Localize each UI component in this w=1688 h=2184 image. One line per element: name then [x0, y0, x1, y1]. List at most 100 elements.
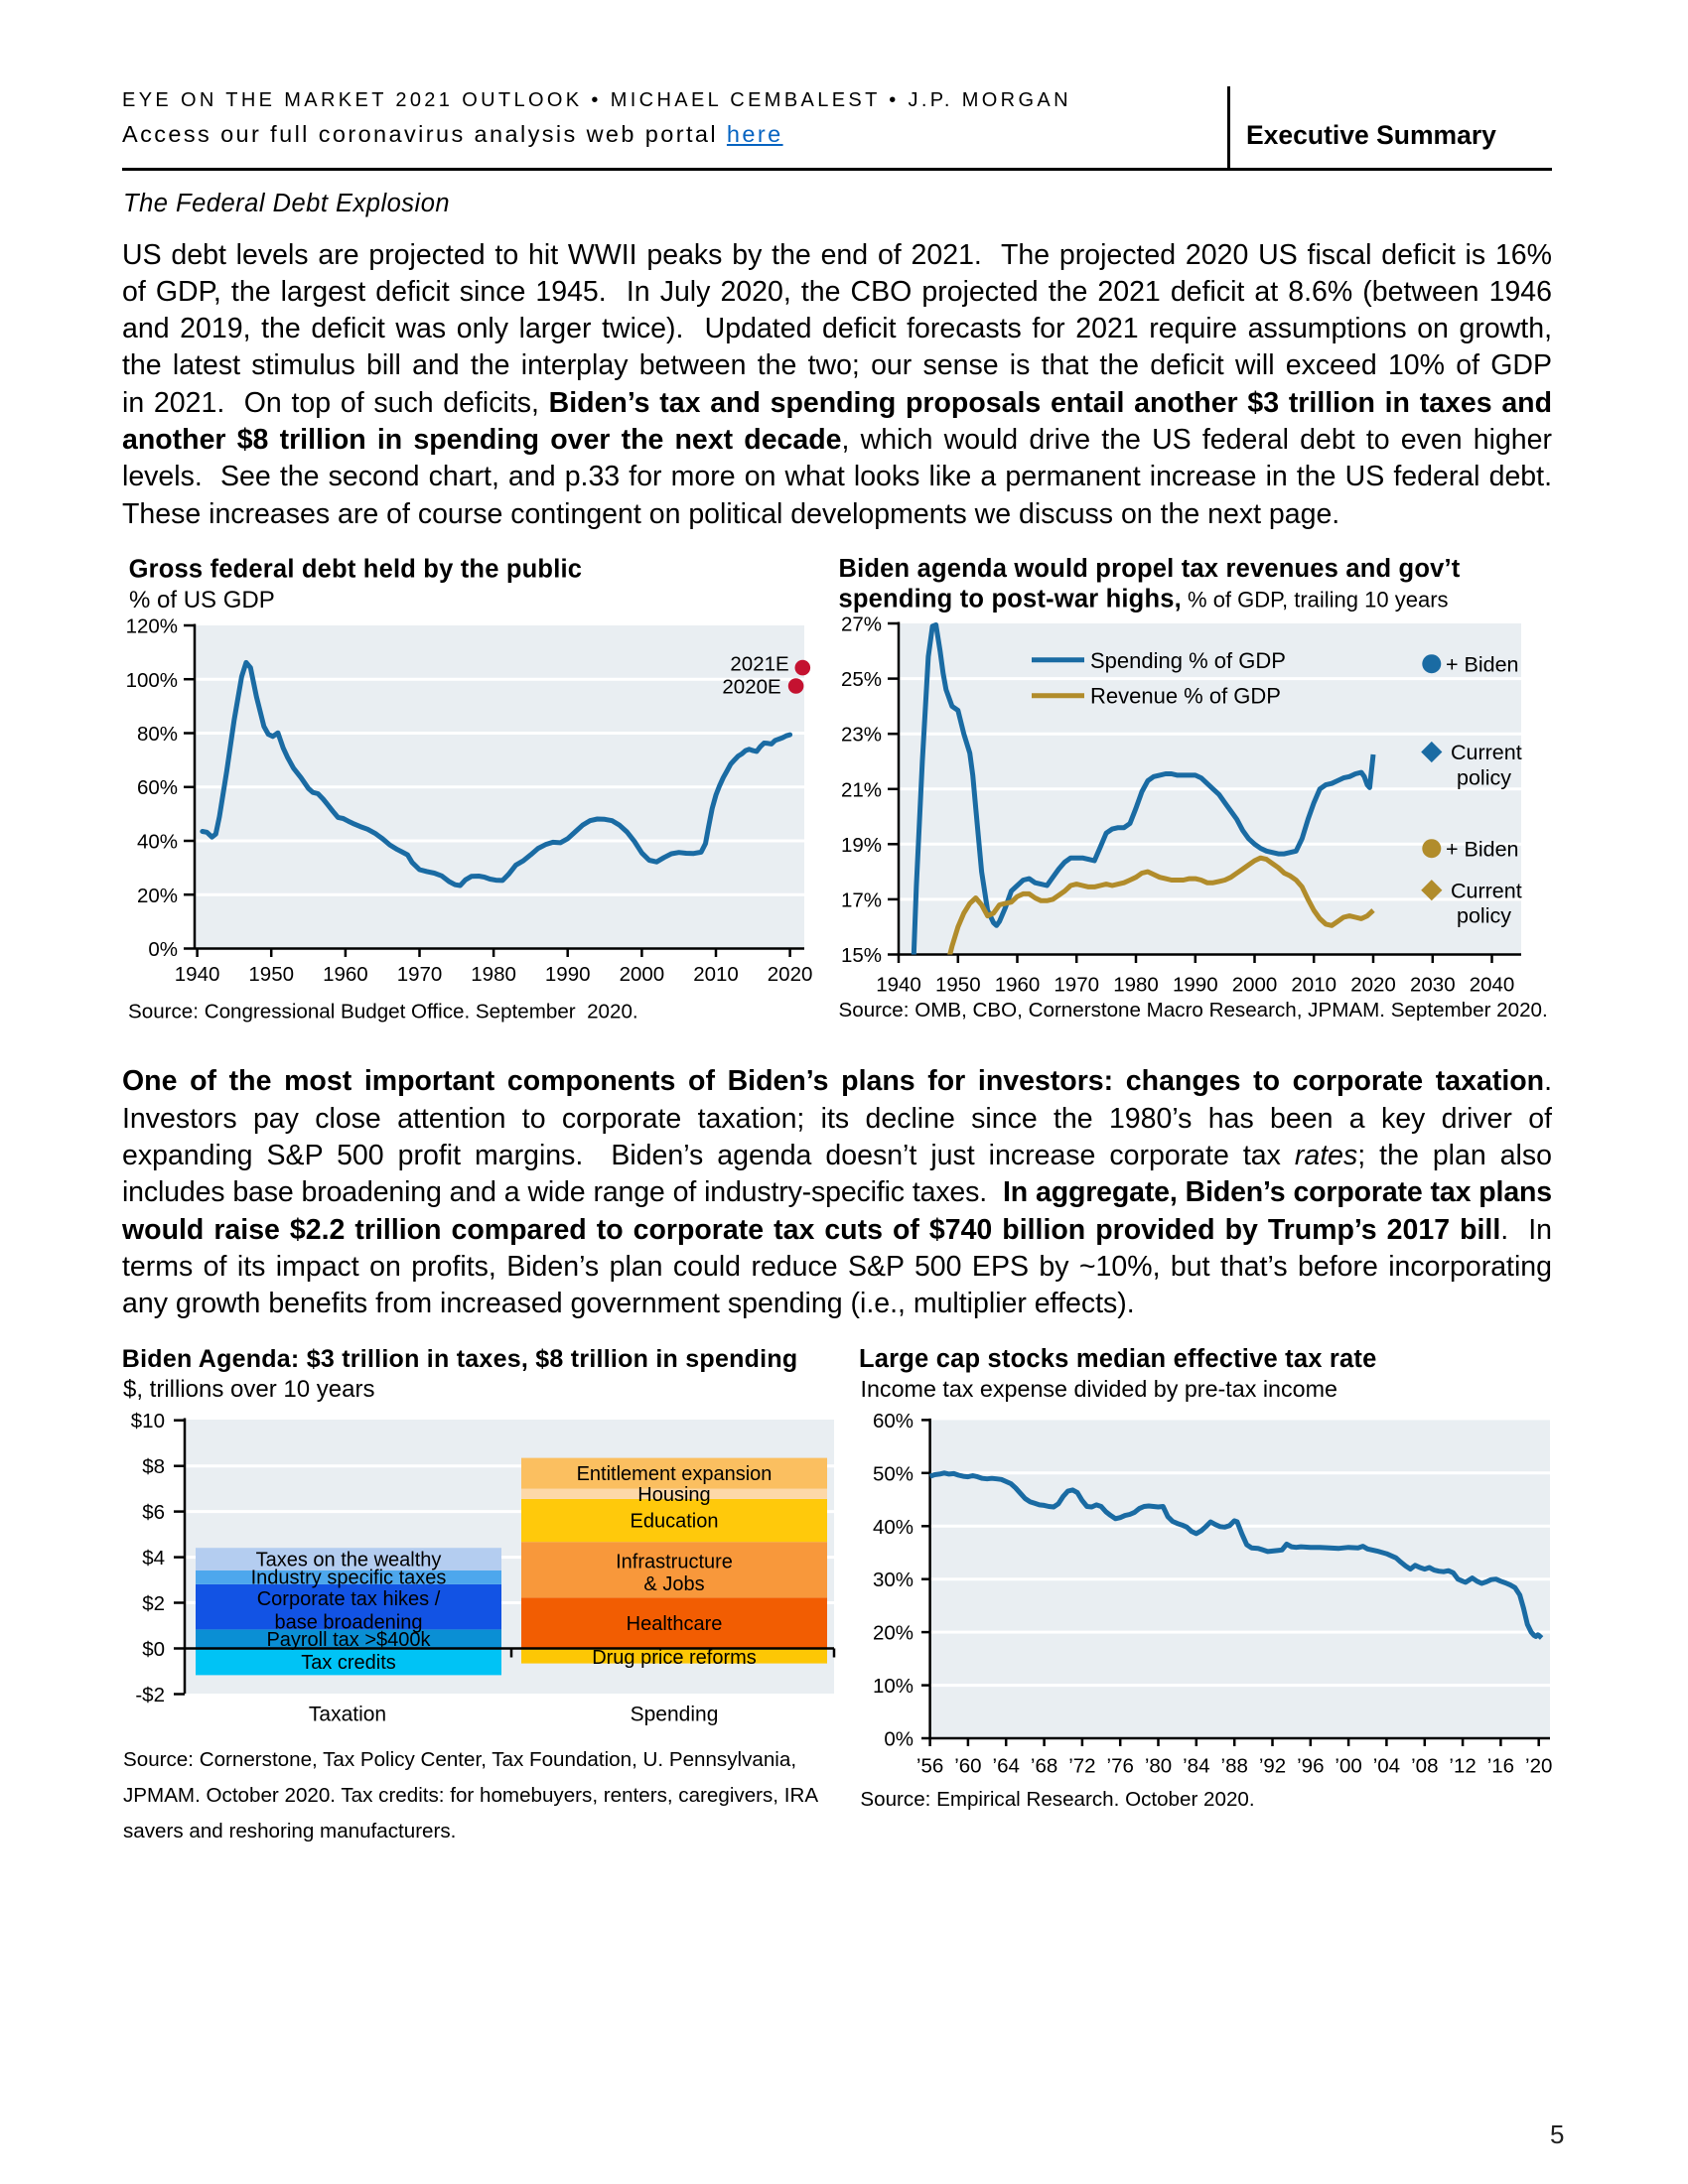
svg-text:’80: ’80 [1145, 1755, 1172, 1778]
svg-text:20%: 20% [137, 885, 178, 907]
svg-text:40%: 40% [137, 831, 178, 854]
svg-text:JPMAM. October 2020. Tax credi: JPMAM. October 2020. Tax credits: for ho… [123, 1784, 818, 1807]
svg-text:Source: Empirical Research. Oc: Source: Empirical Research. October 2020… [860, 1788, 1254, 1811]
svg-text:Tax credits: Tax credits [301, 1652, 396, 1674]
svg-text:100%: 100% [126, 669, 178, 692]
svg-text:1990: 1990 [545, 963, 591, 986]
svg-text:2040: 2040 [1470, 973, 1515, 996]
svg-text:1970: 1970 [1054, 973, 1099, 996]
svg-text:15%: 15% [841, 944, 882, 967]
svg-text:base broadening: base broadening [274, 1612, 422, 1634]
svg-text:’68: ’68 [1031, 1755, 1057, 1778]
svg-text:’56: ’56 [916, 1755, 943, 1778]
svg-text:’84: ’84 [1183, 1755, 1209, 1778]
svg-text:’92: ’92 [1259, 1755, 1286, 1778]
svg-text:$10: $10 [131, 1410, 165, 1433]
svg-text:$, trillions over 10 years: $, trillions over 10 years [123, 1376, 374, 1403]
svg-text:$8: $8 [142, 1455, 165, 1478]
svg-text:2020: 2020 [768, 963, 813, 986]
svg-text:savers and reshoring manufactu: savers and reshoring manufacturers. [123, 1820, 456, 1843]
svg-text:’00: ’00 [1335, 1755, 1361, 1778]
svg-text:Current: Current [1451, 741, 1522, 764]
svg-text:’16: ’16 [1487, 1755, 1514, 1778]
svg-text:25%: 25% [841, 668, 882, 691]
svg-text:30%: 30% [873, 1569, 914, 1591]
svg-text:’60: ’60 [954, 1755, 981, 1778]
svg-text:27%: 27% [841, 614, 882, 636]
svg-text:Industry specific taxes: Industry specific taxes [251, 1567, 447, 1588]
svg-text:’96: ’96 [1297, 1755, 1324, 1778]
svg-text:Biden agenda would propel tax: Biden agenda would propel tax revenues a… [839, 555, 1461, 583]
svg-text:Source: OMB, CBO, Cornerstone: Source: OMB, CBO, Cornerstone Macro Rese… [839, 999, 1548, 1022]
svg-text:1990: 1990 [1173, 973, 1218, 996]
svg-text:Healthcare: Healthcare [627, 1613, 723, 1635]
svg-text:10%: 10% [873, 1675, 914, 1698]
svg-text:Spending: Spending [631, 1704, 719, 1726]
svg-text:Infrastructure: Infrastructure [616, 1551, 733, 1572]
svg-text:2000: 2000 [620, 963, 665, 986]
svg-text:2020E: 2020E [722, 675, 780, 698]
svg-text:’20: ’20 [1525, 1755, 1552, 1778]
svg-text:Revenue % of GDP: Revenue % of GDP [1090, 684, 1281, 709]
svg-text:’04: ’04 [1373, 1755, 1400, 1778]
svg-text:2000: 2000 [1232, 973, 1278, 996]
svg-text:% of US GDP: % of US GDP [129, 587, 275, 614]
svg-text:policy: policy [1457, 904, 1511, 928]
svg-text:1980: 1980 [471, 963, 516, 986]
svg-text:’08: ’08 [1411, 1755, 1438, 1778]
svg-text:Taxation: Taxation [309, 1704, 386, 1726]
svg-text:1950: 1950 [935, 973, 981, 996]
svg-text:+ Biden: + Biden [1446, 837, 1519, 861]
svg-text:1970: 1970 [397, 963, 443, 986]
svg-text:$0: $0 [142, 1638, 165, 1661]
svg-text:Source: Cornerstone, Tax Polic: Source: Cornerstone, Tax Policy Center, … [123, 1748, 796, 1771]
svg-text:Gross federal debt held by the: Gross federal debt held by the public [129, 556, 583, 584]
svg-text:0%: 0% [148, 938, 178, 961]
svg-text:Source: Congressional Budget O: Source: Congressional Budget Office. Sep… [128, 1001, 638, 1024]
svg-text:Income tax expense divided by: Income tax expense divided by pre-tax in… [861, 1376, 1337, 1402]
svg-text:’72: ’72 [1068, 1755, 1095, 1778]
svg-text:20%: 20% [873, 1622, 914, 1645]
svg-text:Housing: Housing [637, 1484, 710, 1506]
svg-text:’88: ’88 [1221, 1755, 1248, 1778]
svg-text:1940: 1940 [876, 973, 921, 996]
svg-text:80%: 80% [137, 723, 178, 746]
svg-text:2021E: 2021E [730, 653, 788, 676]
svg-text:spending to post-war highs, %: spending to post-war highs, % of GDP, tr… [839, 585, 1449, 613]
svg-text:1980: 1980 [1113, 973, 1159, 996]
svg-text:0%: 0% [884, 1728, 914, 1751]
svg-text:1940: 1940 [175, 963, 220, 986]
svg-text:-$2: -$2 [135, 1684, 165, 1706]
svg-text:Drug price reforms: Drug price reforms [592, 1647, 757, 1669]
svg-text:Taxes on the wealthy: Taxes on the wealthy [256, 1550, 442, 1571]
svg-text:1960: 1960 [323, 963, 368, 986]
svg-text:17%: 17% [841, 888, 882, 911]
svg-text:Corporate tax hikes /: Corporate tax hikes / [257, 1588, 441, 1610]
svg-text:’76: ’76 [1107, 1755, 1134, 1778]
svg-text:50%: 50% [873, 1462, 914, 1485]
svg-text:Large cap stocks median effect: Large cap stocks median effective tax ra… [859, 1345, 1376, 1373]
svg-text:$4: $4 [142, 1547, 165, 1570]
svg-text:60%: 60% [873, 1410, 914, 1433]
svg-text:Entitlement expansion: Entitlement expansion [577, 1463, 773, 1485]
svg-text:1960: 1960 [995, 973, 1041, 996]
svg-text:120%: 120% [126, 615, 178, 638]
svg-text:2030: 2030 [1410, 973, 1456, 996]
svg-text:Current: Current [1451, 879, 1522, 902]
svg-text:policy: policy [1457, 765, 1511, 789]
svg-text:2010: 2010 [693, 963, 739, 986]
svg-text:60%: 60% [137, 776, 178, 799]
svg-text:23%: 23% [841, 724, 882, 747]
svg-text:1950: 1950 [248, 963, 294, 986]
svg-text:40%: 40% [873, 1516, 914, 1539]
svg-text:$2: $2 [142, 1592, 165, 1615]
svg-text:Payroll tax >$400k: Payroll tax >$400k [266, 1629, 431, 1651]
svg-text:Education: Education [631, 1511, 719, 1533]
svg-text:2010: 2010 [1291, 973, 1336, 996]
svg-text:$6: $6 [142, 1501, 165, 1524]
svg-text:& Jobs: & Jobs [643, 1573, 704, 1595]
svg-text:’64: ’64 [993, 1755, 1020, 1778]
svg-text:2020: 2020 [1350, 973, 1396, 996]
svg-text:21%: 21% [841, 778, 882, 801]
svg-text:Spending % of GDP: Spending % of GDP [1090, 648, 1286, 673]
